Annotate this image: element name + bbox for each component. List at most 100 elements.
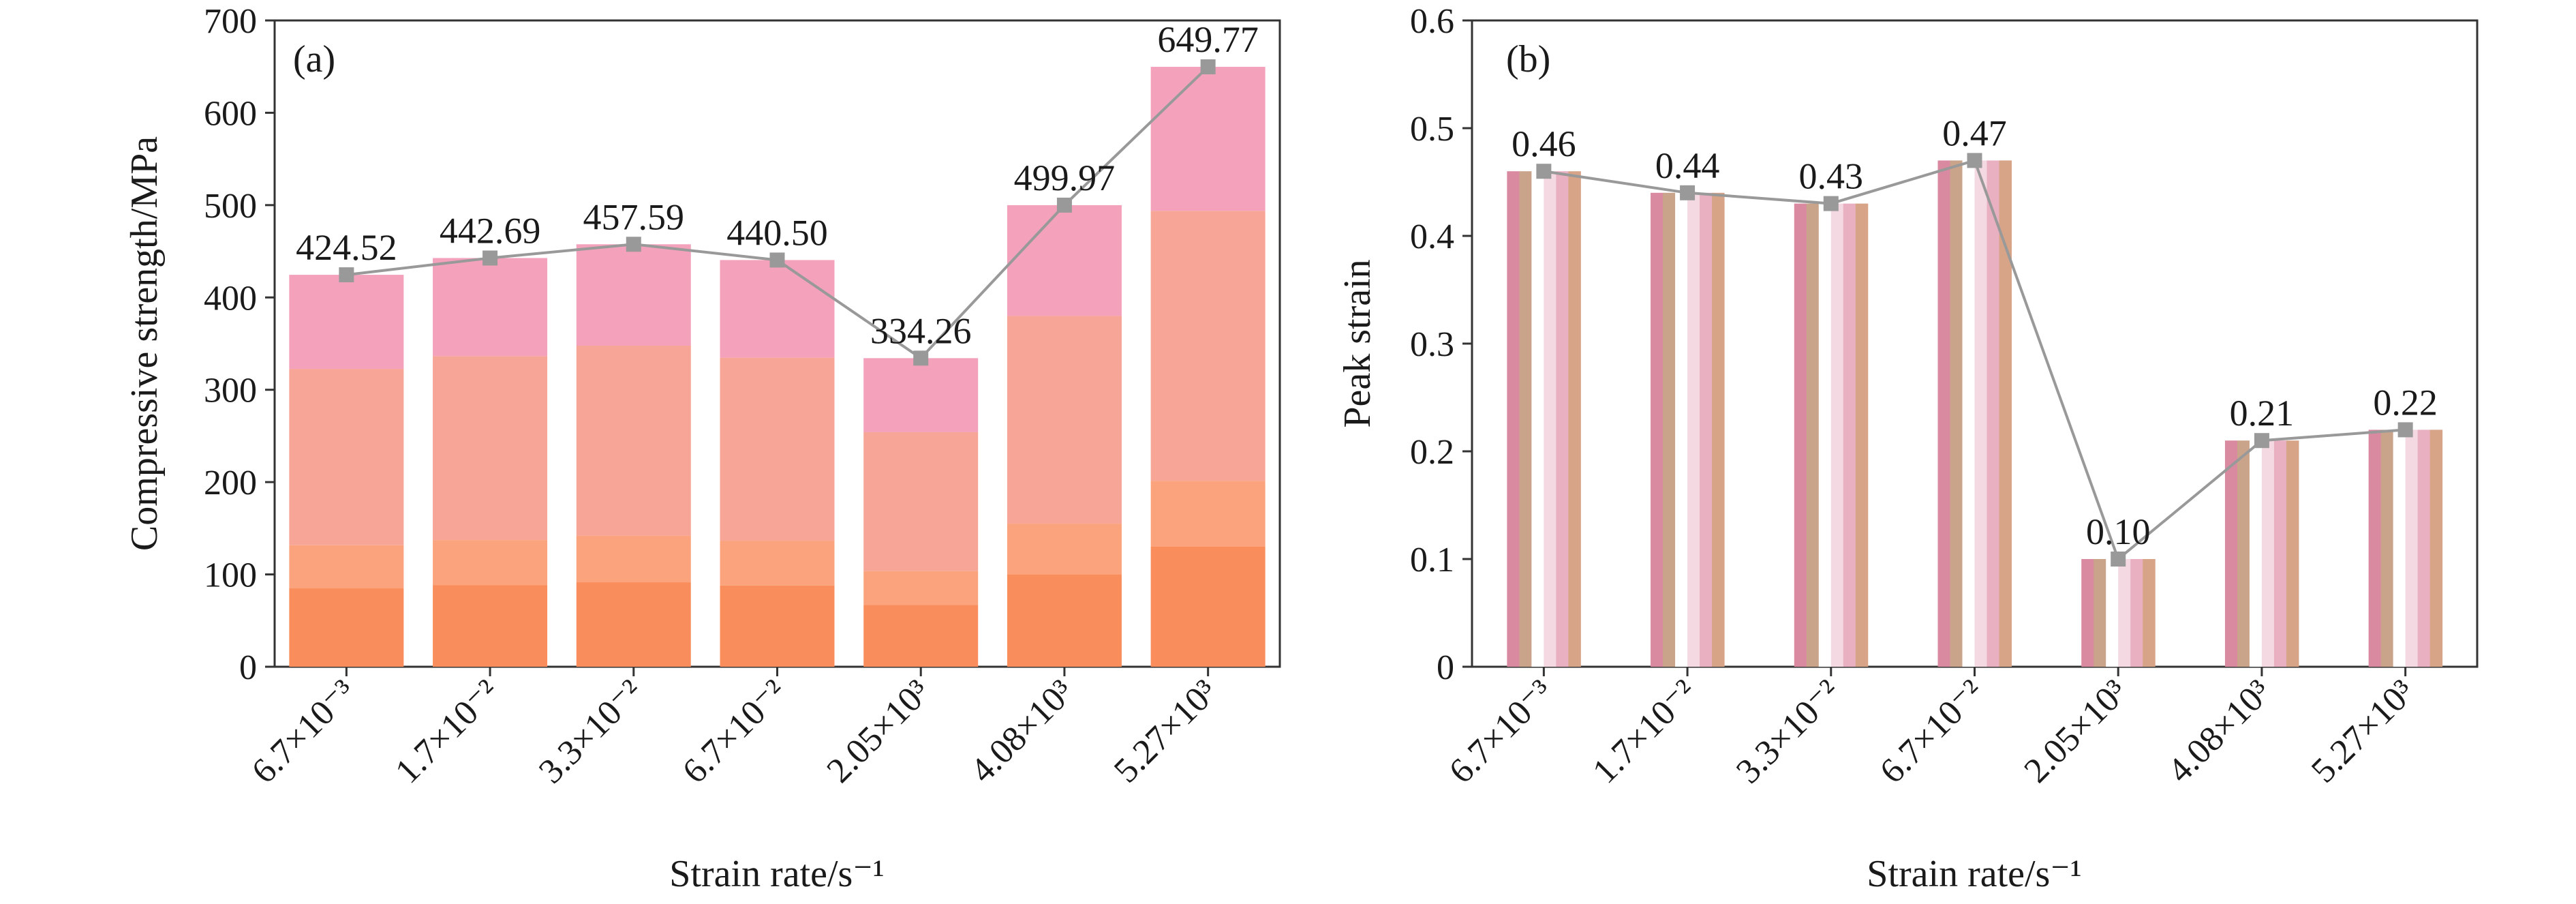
bar-segment [433,258,548,357]
bar-stripe [1651,192,1663,667]
x-tick-label: 6.7×10⁻³ [1442,672,1561,791]
bar-stripe [1855,203,1869,667]
bar-segment [863,358,979,432]
y-tick-label: 0.4 [1410,217,1454,256]
y-tick-label: 600 [204,94,257,133]
bar [433,258,548,667]
bar-segment [1007,574,1122,667]
data-label: 334.26 [870,310,972,351]
bar-stripe [1687,192,1700,667]
data-label: 0.46 [1512,123,1576,164]
bar [1150,67,1266,667]
y-tick-label: 0.5 [1410,110,1454,149]
panel-b: 0 0.1 0.2 0.3 0.4 0.5 0.6 6.7×10⁻³ 1.7×10⁻² 3.3×… [1336,2,2479,895]
data-labels: 0.46 0.44 0.43 0.47 0.10 0.21 0.22 [1512,112,2438,552]
x-tick-label: 1.7×10⁻² [388,672,506,791]
trend-marker [1056,197,1072,213]
bar-segment [863,571,979,605]
x-tick-label: 4.08×10³ [2160,672,2278,790]
data-label: 0.47 [1942,112,2007,153]
bar [576,244,691,667]
bar-segment [289,545,404,589]
bar-stripe [2249,440,2263,667]
data-label: 0.44 [1655,145,1720,186]
bar-stripe [1507,171,1520,667]
bar-stripe [2143,559,2156,667]
bar-segment [1150,211,1266,481]
bar-segment [863,432,979,571]
bar [863,358,979,667]
y-tick-label: 400 [204,279,257,318]
bar-stripe [1700,192,1713,667]
bar-segment [576,535,691,583]
bar-stripe [1663,192,1676,667]
bar [2081,559,2156,667]
panel-label: (b) [1506,38,1550,80]
y-axis-title: Peak strain [1336,259,1379,427]
bar-segment [576,582,691,667]
bar-stripe [2237,440,2250,667]
x-tick-label: 1.7×10⁻² [1585,672,1704,791]
y-tick-label: 500 [204,187,257,226]
y-tick-label: 0.6 [1410,2,1454,41]
y-tick-label: 100 [204,556,257,595]
bar [1007,205,1122,667]
bar-segment [1150,67,1266,211]
trend-marker [1680,185,1696,200]
bar-segment [720,260,835,358]
bar-segment [433,540,548,586]
data-label: 0.21 [2230,393,2295,434]
y-tick-label: 300 [204,372,257,410]
y-axis-title: Compressive strength/MPa [123,136,166,551]
bar-stripe [2106,559,2119,667]
bar-stripe [2380,430,2394,667]
bar-segment [720,585,835,667]
x-tick-label: 2.05×10³ [820,672,938,790]
y-tick-label: 0.3 [1410,325,1454,364]
bar-stripe [1806,203,1820,667]
bar-stripe [1519,171,1532,667]
bar-segment [1007,524,1122,575]
data-label: 0.22 [2373,382,2438,423]
bar-stripe [2081,559,2094,667]
trend-marker [913,350,929,366]
bar [1794,203,1869,667]
x-tick-label: 5.27×10³ [1107,672,1225,790]
data-label: 649.77 [1157,19,1259,60]
x-tick-label: 3.3×10⁻² [532,672,650,791]
trend-marker [339,267,354,283]
bar-segment [289,369,404,545]
bar [2368,430,2443,667]
bar [1507,171,1581,667]
trend-marker [2397,422,2413,438]
y-tick-label: 200 [204,464,257,502]
bar-stripe [1794,203,1807,667]
x-axis-title: Strain rate/s⁻¹ [669,853,884,895]
trend-marker [1200,59,1216,75]
bar-segment [1150,481,1266,547]
y-tick-label: 0.2 [1410,433,1454,472]
bar-stripe [2224,440,2238,667]
bar-segment [863,605,979,667]
bar-stripe [1544,171,1557,667]
bar-segment [1150,547,1266,667]
trend-marker [769,252,785,268]
bar-segment [433,356,548,541]
data-label: 0.43 [1799,156,1864,197]
bars [1507,160,2443,667]
x-axis-title: Strain rate/s⁻¹ [1867,853,2081,895]
trend-marker [2254,433,2269,449]
bar [2224,440,2299,667]
bar-stripe [2273,440,2287,667]
trend-marker [2111,552,2126,567]
bar-stripe [2286,440,2299,667]
bar-stripe [2417,430,2431,667]
bar-stripe [2130,559,2143,667]
bar-segment [1007,205,1122,316]
data-label: 424.52 [296,227,397,268]
bars [289,67,1266,667]
data-label: 0.10 [2086,511,2151,552]
data-label: 442.69 [440,210,541,251]
strain-trend-line [1536,153,2413,567]
